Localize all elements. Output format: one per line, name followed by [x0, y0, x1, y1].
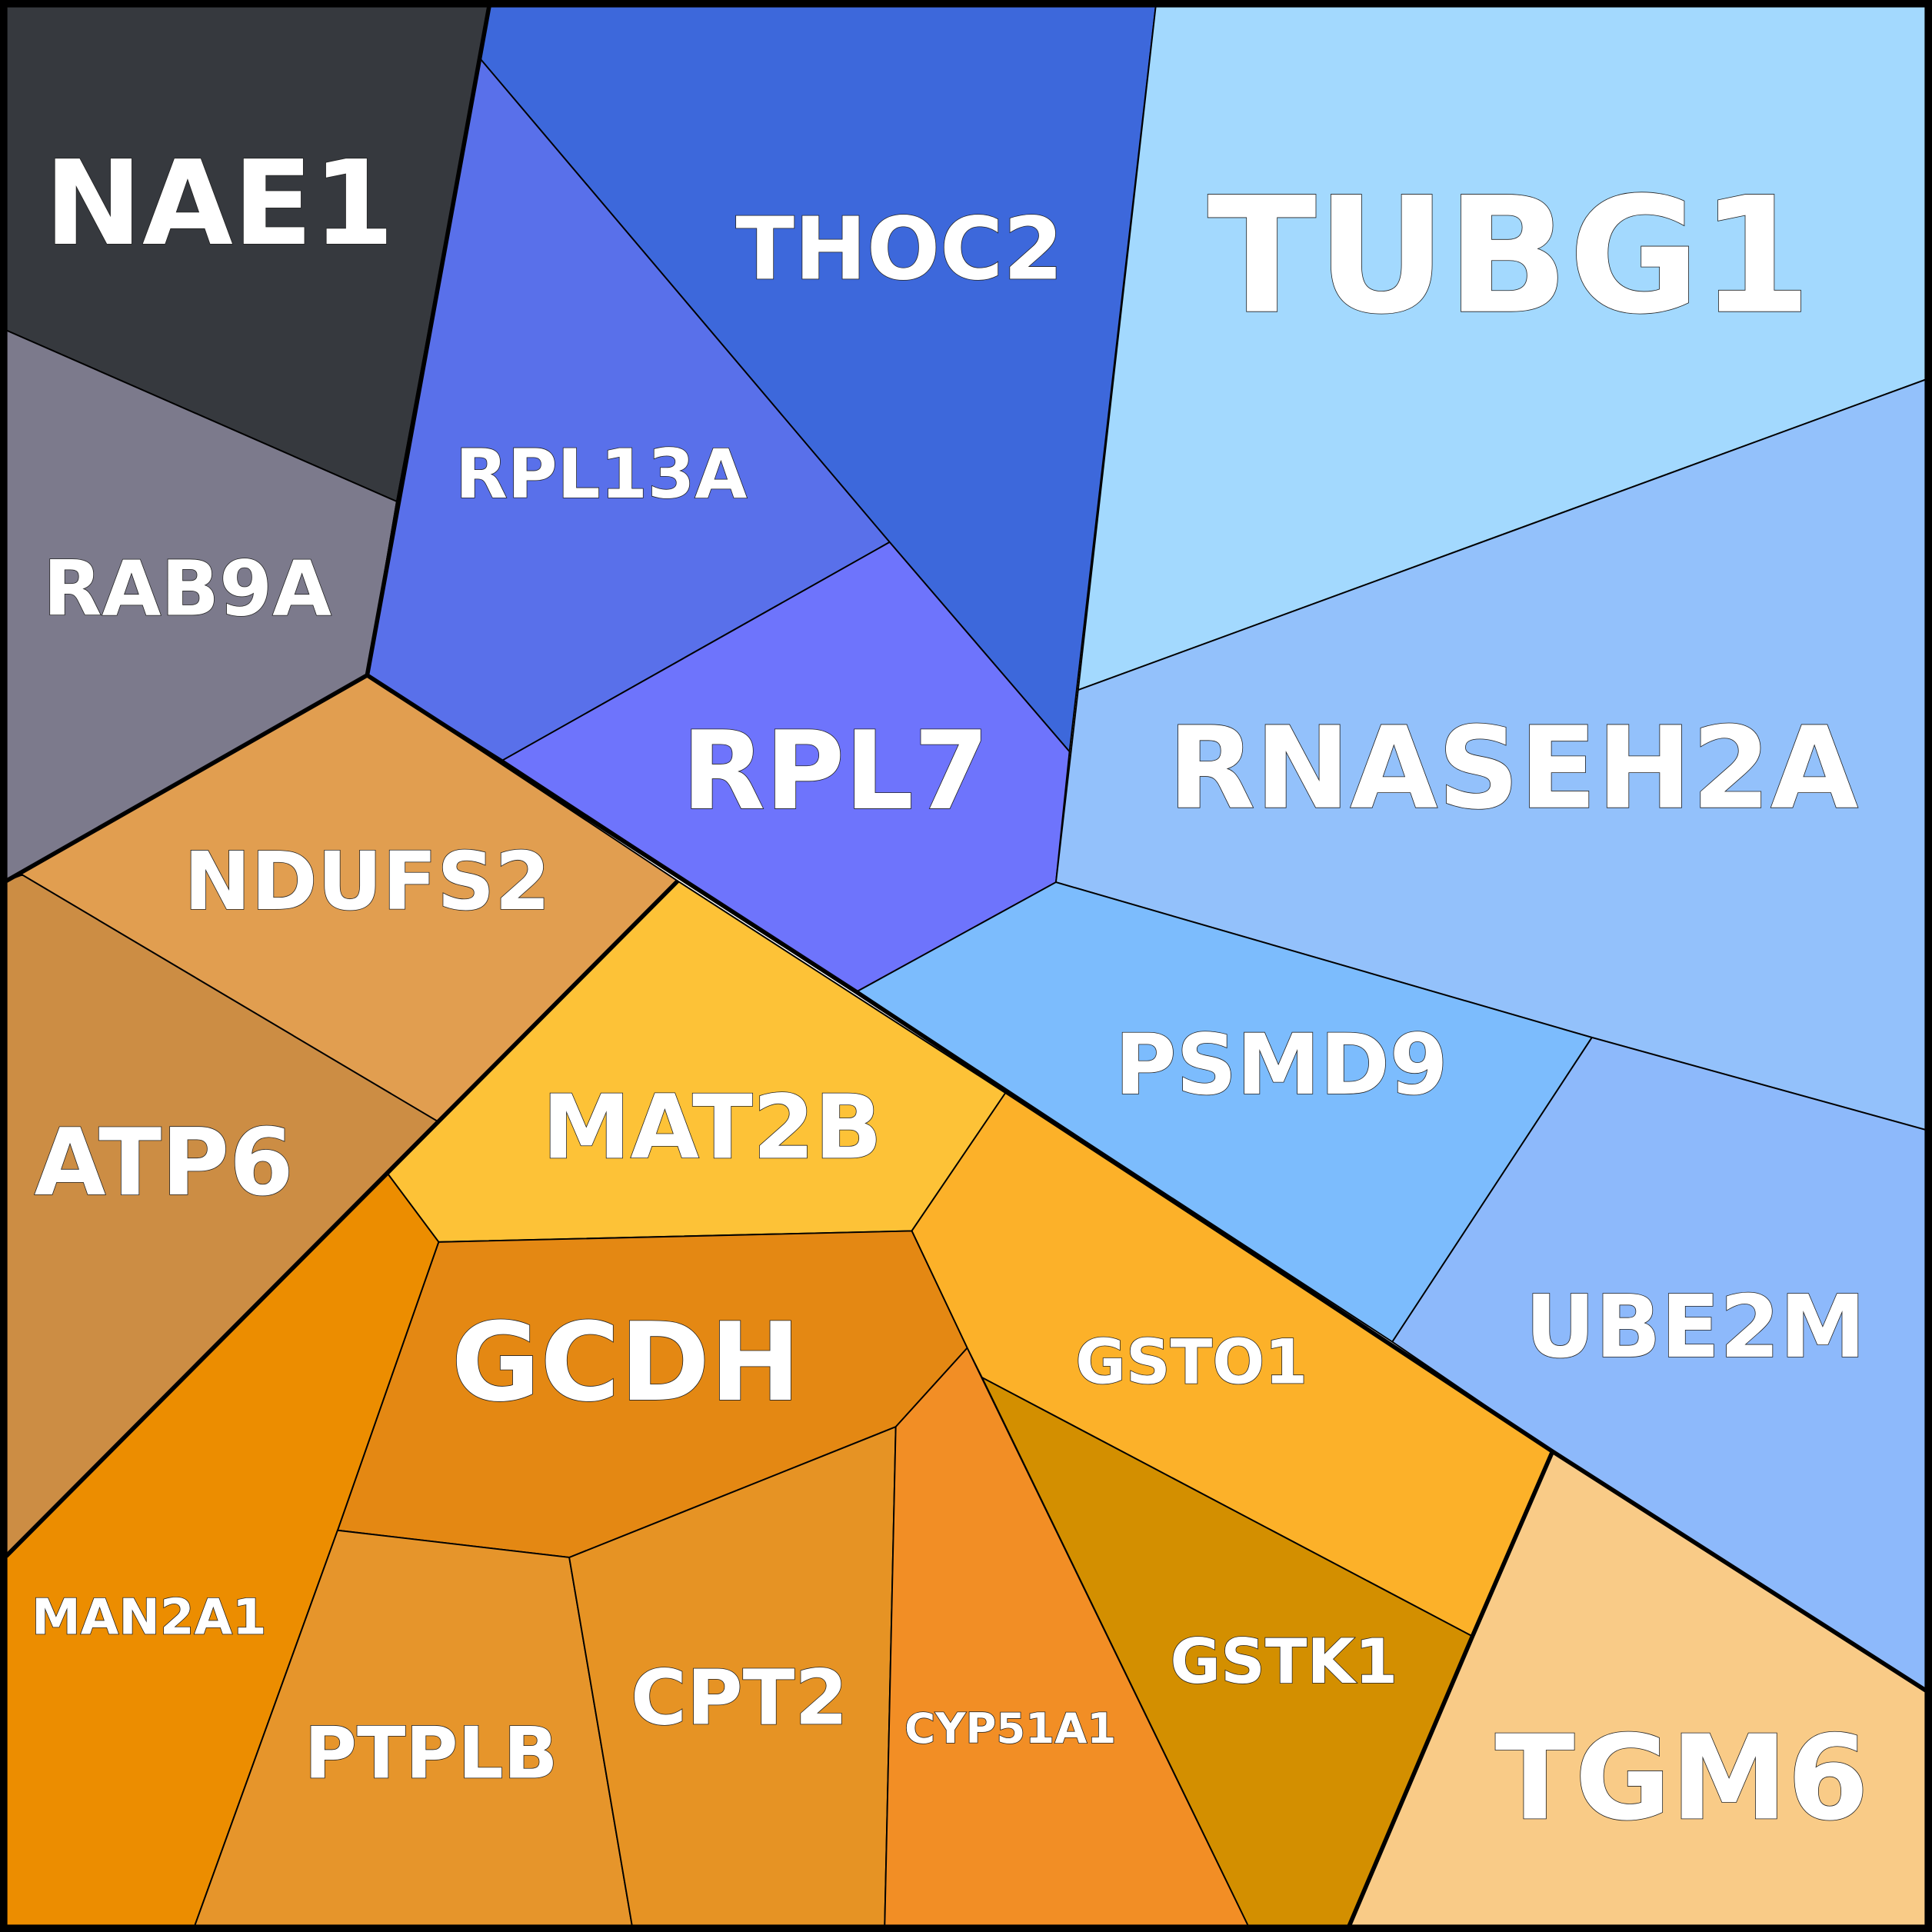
cell-label: CYP51A1 [904, 1704, 1116, 1753]
cell-label: ATP6 [34, 1109, 293, 1217]
cell-label: TUBG1 [1208, 164, 1812, 350]
labels: NAE1 RAB9A THOC2 RPL13A RPL7 TUBG1 RNASE… [31, 135, 1869, 1847]
cell-label: NAE1 [45, 135, 395, 271]
cell-label: CPT2 [631, 1654, 848, 1742]
cell-label: RNASEH2A [1168, 702, 1858, 834]
group-border [5, 5, 1927, 1927]
cell-label: GSTK1 [1170, 1626, 1397, 1697]
cell-label: NDUFS2 [184, 834, 551, 928]
cell-label: TGM6 [1495, 1710, 1869, 1846]
cell-label: RPL7 [681, 708, 989, 834]
cell-label: PSMD9 [1115, 1016, 1448, 1114]
cells [5, 5, 1927, 1927]
cell-label: GCDH [451, 1300, 801, 1426]
cell-label: MAN2A1 [32, 1589, 267, 1646]
cell-label: MAT2B [542, 1077, 882, 1180]
cell-label: GSTO1 [1075, 1327, 1307, 1398]
cell-label: PTPLB [305, 1712, 558, 1795]
cell-label: RPL13A [455, 435, 747, 514]
cell-label: RAB9A [43, 545, 331, 634]
cell-label: UBE2M [1525, 1277, 1866, 1377]
cell-label: THOC2 [736, 199, 1064, 299]
